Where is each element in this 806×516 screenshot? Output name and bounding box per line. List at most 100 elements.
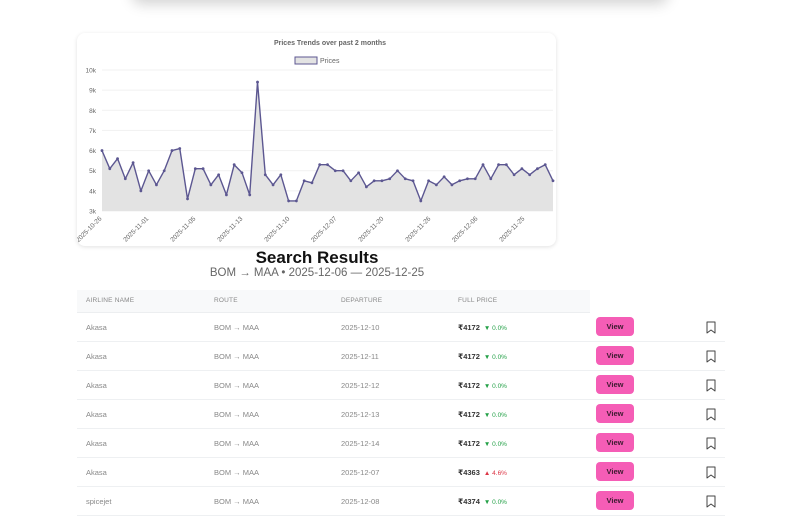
data-point[interactable] bbox=[294, 199, 298, 203]
price-value: ₹4172 bbox=[458, 352, 480, 361]
data-point[interactable] bbox=[116, 157, 119, 161]
data-point[interactable] bbox=[139, 189, 143, 193]
data-point[interactable] bbox=[403, 177, 407, 181]
data-point[interactable] bbox=[232, 163, 236, 167]
view-button[interactable]: View bbox=[596, 346, 634, 365]
data-point[interactable] bbox=[326, 163, 329, 167]
header-departure: DEPARTURE bbox=[341, 297, 383, 304]
data-point[interactable] bbox=[131, 161, 135, 165]
data-point[interactable] bbox=[256, 80, 259, 84]
data-point[interactable] bbox=[341, 169, 345, 173]
data-point[interactable] bbox=[279, 173, 283, 177]
data-point[interactable] bbox=[411, 179, 415, 183]
data-point[interactable] bbox=[287, 199, 291, 203]
data-point[interactable] bbox=[427, 179, 430, 183]
view-button[interactable]: View bbox=[596, 491, 634, 510]
data-point[interactable] bbox=[108, 167, 112, 171]
view-button[interactable]: View bbox=[596, 433, 634, 452]
bookmark-icon[interactable] bbox=[706, 437, 716, 450]
page-title: Search Results bbox=[255, 248, 379, 267]
bookmark-icon[interactable] bbox=[706, 466, 716, 479]
data-point[interactable] bbox=[528, 173, 532, 177]
bookmark-icon[interactable] bbox=[706, 350, 716, 363]
data-point[interactable] bbox=[155, 183, 158, 187]
table-row: Akasa BOM → MAA 2025-12-14 ₹4172 ▼ 0.0% V… bbox=[77, 429, 725, 458]
data-point[interactable] bbox=[225, 193, 228, 197]
data-point[interactable] bbox=[364, 185, 368, 189]
route: BOM → MAA bbox=[214, 381, 260, 390]
data-point[interactable] bbox=[458, 179, 462, 183]
data-point[interactable] bbox=[372, 179, 376, 183]
table-row: Akasa BOM → MAA 2025-12-11 ₹4172 ▼ 0.0% V… bbox=[77, 342, 725, 371]
data-point[interactable] bbox=[248, 193, 252, 197]
full-price: ₹4172 ▼ 0.0% bbox=[458, 352, 507, 361]
departure-date: 2025-12-13 bbox=[341, 410, 380, 419]
data-point[interactable] bbox=[100, 149, 104, 152]
view-button[interactable]: View bbox=[596, 462, 634, 481]
bookmark-icon[interactable] bbox=[706, 408, 716, 421]
results-table: AIRLINE NAME ROUTE DEPARTURE FULL PRICE … bbox=[77, 290, 725, 516]
legend-swatch[interactable] bbox=[294, 56, 318, 65]
airline-name: Akasa bbox=[86, 323, 107, 332]
data-point[interactable] bbox=[263, 173, 267, 177]
table-row: Akasa BOM → MAA 2025-12-10 ₹4172 ▼ 0.0% V… bbox=[77, 313, 725, 342]
data-point[interactable] bbox=[357, 171, 361, 175]
data-point[interactable] bbox=[186, 197, 189, 201]
data-point[interactable] bbox=[466, 177, 469, 181]
data-point[interactable] bbox=[217, 173, 221, 177]
departure-date: 2025-12-12 bbox=[341, 381, 380, 390]
data-point[interactable] bbox=[512, 173, 516, 177]
view-button[interactable]: View bbox=[596, 404, 634, 423]
data-point[interactable] bbox=[388, 177, 392, 181]
data-point[interactable] bbox=[349, 179, 353, 183]
data-point[interactable] bbox=[520, 167, 524, 171]
data-point[interactable] bbox=[536, 167, 539, 171]
bookmark-icon[interactable] bbox=[706, 321, 716, 334]
header-airline: AIRLINE NAME bbox=[86, 297, 135, 304]
data-point[interactable] bbox=[162, 169, 166, 173]
full-price: ₹4172 ▼ 0.0% bbox=[458, 410, 507, 419]
table-row: spicejet BOM → MAA 2025-12-08 ₹4374 ▼ 0.0… bbox=[77, 487, 725, 516]
data-point[interactable] bbox=[333, 169, 337, 173]
data-point[interactable] bbox=[419, 199, 423, 203]
data-point[interactable] bbox=[396, 169, 399, 173]
route: BOM → MAA bbox=[214, 439, 260, 448]
data-point[interactable] bbox=[551, 179, 555, 183]
data-point[interactable] bbox=[209, 183, 213, 187]
data-point[interactable] bbox=[170, 149, 174, 152]
data-point[interactable] bbox=[310, 181, 314, 185]
view-button[interactable]: View bbox=[596, 317, 634, 336]
full-price: ₹4172 ▼ 0.0% bbox=[458, 381, 507, 390]
view-button[interactable]: View bbox=[596, 375, 634, 394]
departure-date: 2025-12-11 bbox=[341, 352, 379, 361]
x-tick-label: 2025-11-01 bbox=[122, 215, 150, 243]
data-point[interactable] bbox=[504, 163, 508, 167]
x-tick-label: 2025-12-06 bbox=[451, 215, 480, 244]
data-point[interactable] bbox=[434, 183, 438, 187]
data-point[interactable] bbox=[481, 163, 485, 167]
data-point[interactable] bbox=[380, 179, 384, 183]
header-full-price: FULL PRICE bbox=[458, 297, 498, 304]
bookmark-icon[interactable] bbox=[706, 495, 716, 508]
data-point[interactable] bbox=[442, 175, 446, 179]
bookmark-icon[interactable] bbox=[706, 379, 716, 392]
data-point[interactable] bbox=[240, 171, 244, 175]
data-point[interactable] bbox=[318, 163, 322, 167]
data-point[interactable] bbox=[543, 163, 547, 167]
data-point[interactable] bbox=[123, 177, 127, 181]
route: BOM → MAA bbox=[214, 352, 260, 361]
data-point[interactable] bbox=[193, 167, 197, 171]
data-point[interactable] bbox=[302, 179, 306, 183]
data-point[interactable] bbox=[489, 177, 493, 181]
data-point[interactable] bbox=[201, 167, 205, 171]
data-point[interactable] bbox=[473, 177, 477, 181]
data-point[interactable] bbox=[450, 183, 454, 187]
data-point[interactable] bbox=[497, 163, 500, 167]
data-point[interactable] bbox=[271, 183, 275, 187]
data-point[interactable] bbox=[147, 169, 151, 173]
route: BOM → MAA bbox=[214, 468, 260, 477]
data-point[interactable] bbox=[178, 147, 182, 150]
legend-label[interactable]: Prices bbox=[320, 58, 340, 65]
price-value: ₹4172 bbox=[458, 410, 480, 419]
x-tick-label: 2025-11-20 bbox=[357, 215, 385, 243]
